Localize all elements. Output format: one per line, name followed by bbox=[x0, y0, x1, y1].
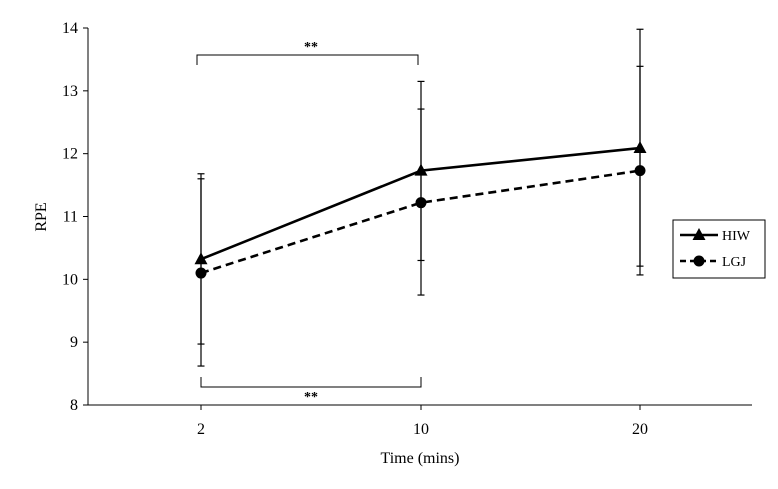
legend-label-lgj: LGJ bbox=[722, 255, 747, 270]
legend-entry-hiw: HIW bbox=[680, 228, 751, 244]
series-markers bbox=[194, 141, 647, 279]
legend-box bbox=[672, 219, 766, 279]
significance-annotations: ** ** bbox=[196, 40, 422, 405]
legend: HIW LGJ bbox=[672, 219, 766, 279]
tick-labels: 8 9 10 11 12 13 14 2 10 20 bbox=[62, 20, 648, 438]
point-hiw-20 bbox=[633, 141, 647, 154]
axes bbox=[83, 27, 752, 410]
significance-label-below: ** bbox=[304, 390, 318, 405]
legend-marker-hiw bbox=[692, 228, 706, 240]
point-lgj-2 bbox=[195, 267, 207, 279]
point-hiw-2 bbox=[194, 252, 208, 265]
x-tick-label-10: 10 bbox=[413, 421, 429, 438]
y-tick-label-12: 12 bbox=[62, 146, 78, 163]
y-tick-label-14: 14 bbox=[62, 20, 78, 37]
x-tick-label-20: 20 bbox=[632, 421, 648, 438]
legend-label-hiw: HIW bbox=[722, 229, 751, 244]
point-lgj-10 bbox=[415, 197, 427, 209]
legend-entry-lgj: LGJ bbox=[680, 255, 747, 270]
point-hiw-10 bbox=[414, 163, 428, 176]
significance-bracket-below bbox=[200, 377, 422, 388]
significance-bracket-above bbox=[196, 54, 419, 65]
legend-marker-lgj bbox=[693, 255, 705, 267]
series-line-lgj bbox=[200, 169, 641, 275]
y-tick-label-13: 13 bbox=[62, 83, 78, 100]
y-tick-label-10: 10 bbox=[62, 271, 78, 288]
y-axis-title: RPE bbox=[33, 202, 50, 231]
y-tick-label-11: 11 bbox=[63, 209, 78, 226]
x-tick-label-2: 2 bbox=[197, 421, 205, 438]
point-lgj-20 bbox=[634, 165, 646, 177]
y-tick-label-9: 9 bbox=[70, 334, 78, 351]
y-tick-label-8: 8 bbox=[70, 397, 78, 414]
significance-label-above: ** bbox=[304, 40, 318, 55]
x-axis-title: Time (mins) bbox=[381, 450, 460, 467]
